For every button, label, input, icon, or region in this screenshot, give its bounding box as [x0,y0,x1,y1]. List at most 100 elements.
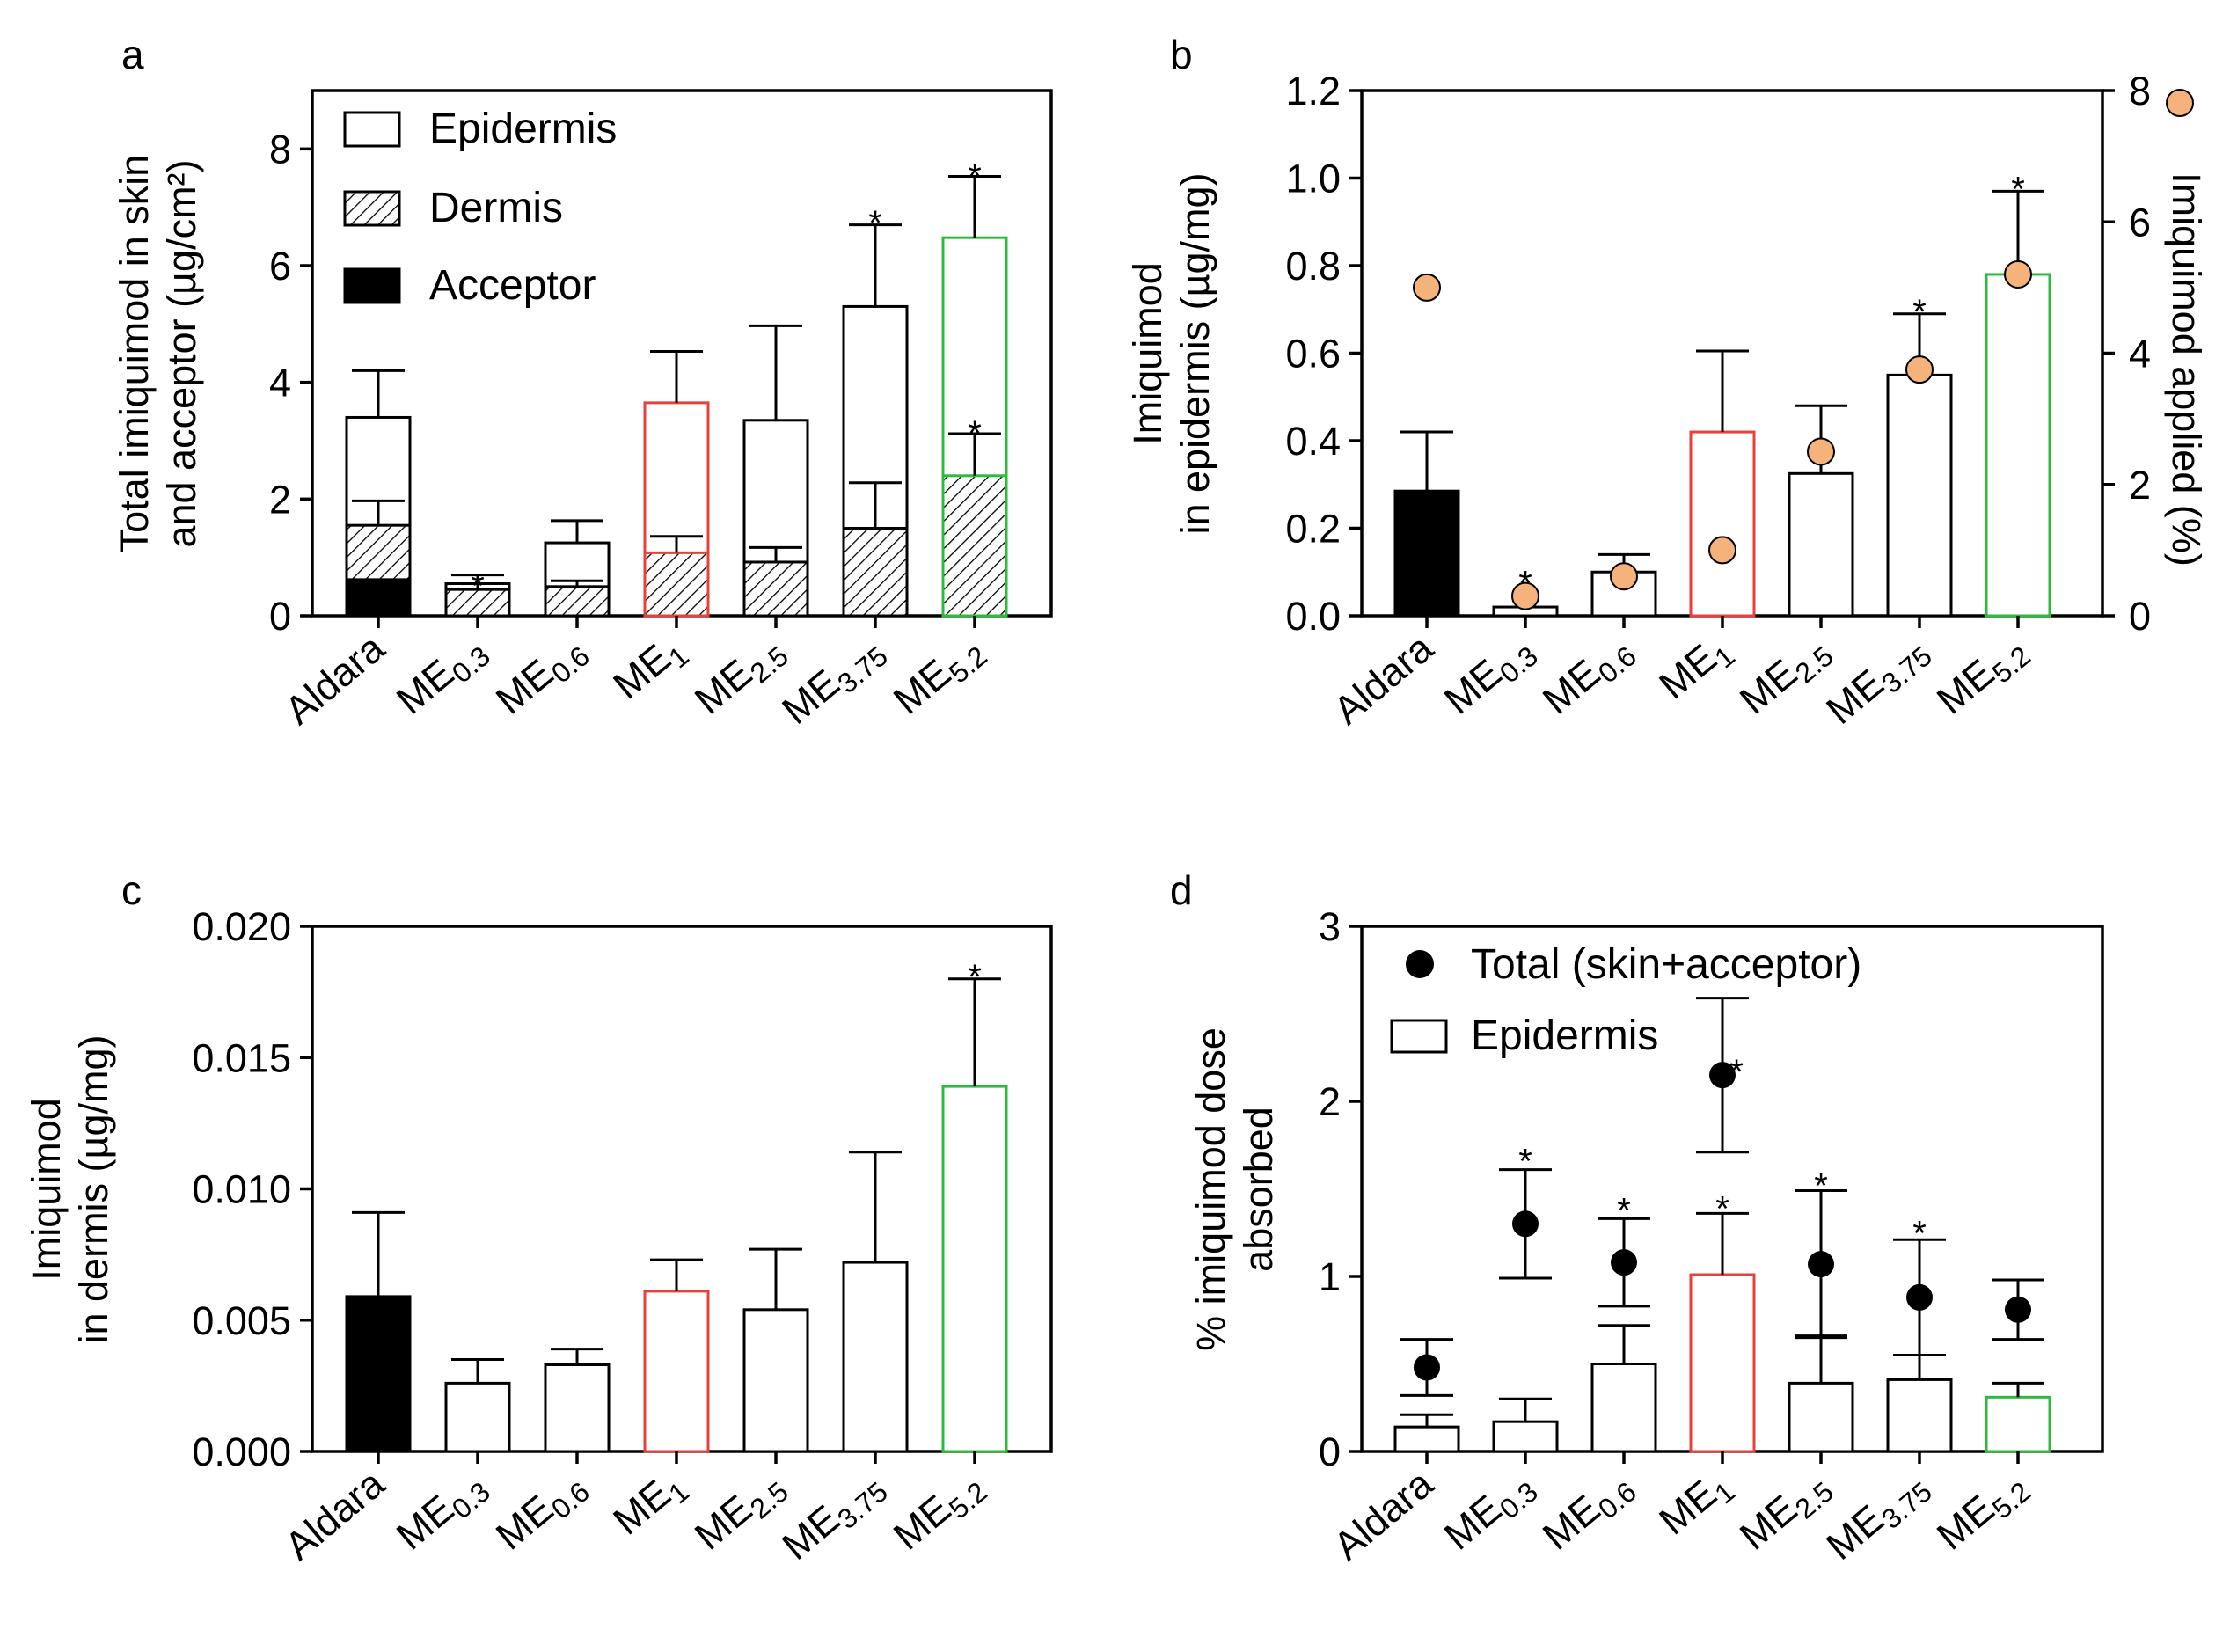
panel-c-significance-star: * [968,958,982,997]
panel-b-y2tick-label: 2 [2129,463,2151,508]
panel-a-legend-swatch [343,190,401,227]
panel-d-xtick-label: Aldara [1325,1460,1442,1568]
panel-b-applied-marker [2004,259,2032,289]
panel-d-legend-label: Epidermis [1471,1012,1658,1059]
panel-d-total-dot [1414,1354,1440,1381]
panel-b-bar [1788,471,1854,618]
panel-b-xtick-label: Aldara [1325,625,1442,733]
panel-d-total-dot [1512,1210,1539,1238]
panel-c-xtick-label: ME1 [604,1461,695,1548]
panel-a-legend-label: Acceptor [429,262,596,309]
panel-b-bar [1886,373,1953,618]
panel-d-bar-epidermis [1689,1273,1756,1453]
panel-a-bar-dermis [742,560,809,618]
panel-a-bar-dermis [643,551,710,618]
panel-b-ytick-label: 1.0 [1285,157,1341,201]
panel-b-ytick-label: 0.4 [1285,419,1341,464]
panel-b-bar [1393,489,1460,618]
panel-b-applied-marker [1807,437,1835,466]
panel-d-significance-star: * [1518,1143,1532,1181]
panel-label-b: b [1170,32,1193,77]
panel-c-xtick-label: ME5.2 [885,1461,993,1563]
panel-d-legend-swatch [1390,1019,1448,1054]
panel-a-xtick-label: ME5.2 [885,625,993,727]
panel-d-legend-dot [1406,950,1434,978]
panel-d-total-dot [2005,1296,2031,1323]
panel-b-bar [1985,273,2051,618]
panel-d-ytick-label: 1 [1319,1254,1341,1299]
panel-a-xtick-label: ME0.3 [388,625,496,727]
panel-a-xtick-label: ME0.6 [487,625,596,727]
panel-a-significance-star: * [471,567,485,606]
panel-d-significance-star: * [1729,1053,1744,1092]
panel-c-bar [842,1261,909,1453]
panel-a-legend-swatch [343,267,401,304]
panel-c-xtick-label: ME2.5 [686,1461,794,1563]
panel-d-xtick-label: ME2.5 [1731,1461,1839,1563]
panel-c-ytick-label: 0.015 [192,1035,291,1080]
panel-b-applied-marker [1511,581,1539,610]
panel-c-bar [544,1363,611,1453]
panel-b-ytick-label: 0.6 [1285,332,1341,376]
panel-a-ytick-label: 2 [269,477,291,522]
panel-a-ylabel: Total imiquimod in skinand acceptor (µg/… [112,155,204,553]
panel-a-xtick-label: Aldara [276,625,393,733]
panel-b-xtick-label: ME0.3 [1436,625,1544,727]
panel-c-bar [643,1290,710,1453]
panel-d-bar-epidermis [1393,1425,1460,1453]
panel-a-bar-dermis [842,527,909,618]
panel-c-xtick-label: Aldara [276,1460,393,1568]
panel-d-ytick-label: 0 [1319,1429,1341,1474]
panel-label-d: d [1170,867,1193,913]
panel-a-legend-label: Dermis [429,185,563,231]
panel-a-xtick-label: ME3.75 [773,625,894,738]
panel-a-ytick-label: 8 [269,127,291,172]
panel-c-ytick-label: 0.000 [192,1429,291,1474]
panel-b-y2tick-label: 6 [2129,200,2151,245]
panel-c-bar [941,1085,1008,1453]
panel-b-xtick-label: ME3.75 [1817,625,1938,738]
panel-d-bar-epidermis [1788,1381,1854,1453]
panel-d-xtick-label: ME0.3 [1436,1461,1544,1563]
panel-d-significance-star: * [1617,1191,1631,1230]
panel-b-significance-star: * [2011,171,2025,209]
panel-d-bar-epidermis [1590,1363,1657,1453]
panel-c-bar [345,1295,412,1453]
panel-b-ytick-label: 0.8 [1285,244,1341,289]
panel-a-xtick-label: ME1 [604,625,695,713]
panel-c-chart: 0.000 0.005 0.010 0.015 0.020 * AldaraME0.3ME0… [24,904,1053,1568]
panel-d-total-dot [1611,1249,1637,1276]
panel-b-applied-marker [1413,273,1441,302]
panel-a-ytick-label: 0 [269,594,291,639]
panel-d-significance-star: * [1912,1214,1927,1253]
panel-b-bar [1689,430,1756,618]
panel-a-significance-star: * [868,204,882,243]
panel-a-ytick-label: 4 [269,361,291,406]
panel-b-xtick-label: ME5.2 [1928,625,2036,727]
panel-label-a: a [121,32,144,77]
panel-d-ylabel: % imiquimod doseabsorbed [1188,1027,1281,1351]
panel-d-xtick-label: ME1 [1650,1461,1741,1548]
panel-d-bar-epidermis [1886,1378,1953,1453]
panel-b-ytick-label: 0.2 [1285,507,1341,552]
panel-b-y2label-marker [2166,89,2194,117]
panel-a-xtick-label: ME2.5 [686,625,794,727]
panel-d-ytick-label: 2 [1319,1079,1341,1124]
panel-c-bar [444,1381,511,1453]
panel-d-xtick-label: ME5.2 [1928,1461,2036,1563]
panel-c-xtick-label: ME0.6 [487,1461,596,1563]
panel-b-applied-marker [1610,562,1638,591]
panel-d-total-dot [1906,1283,1933,1311]
panel-b-significance-star: * [1518,564,1532,603]
panel-a-legend-swatch [343,111,401,148]
panel-label-c: c [121,867,142,913]
panel-b-xtick-label: ME0.6 [1534,625,1642,727]
panel-b-ylabel: Imiquimodin epidermis (µg/mg) [1125,172,1217,534]
panel-a-ytick-label: 6 [269,244,291,289]
panel-c-bar [742,1308,809,1453]
panel-d-total-dot [1808,1251,1834,1278]
panel-d-significance-star: * [1814,1167,1828,1206]
panel-a-legend-label: Epidermis [429,106,617,152]
